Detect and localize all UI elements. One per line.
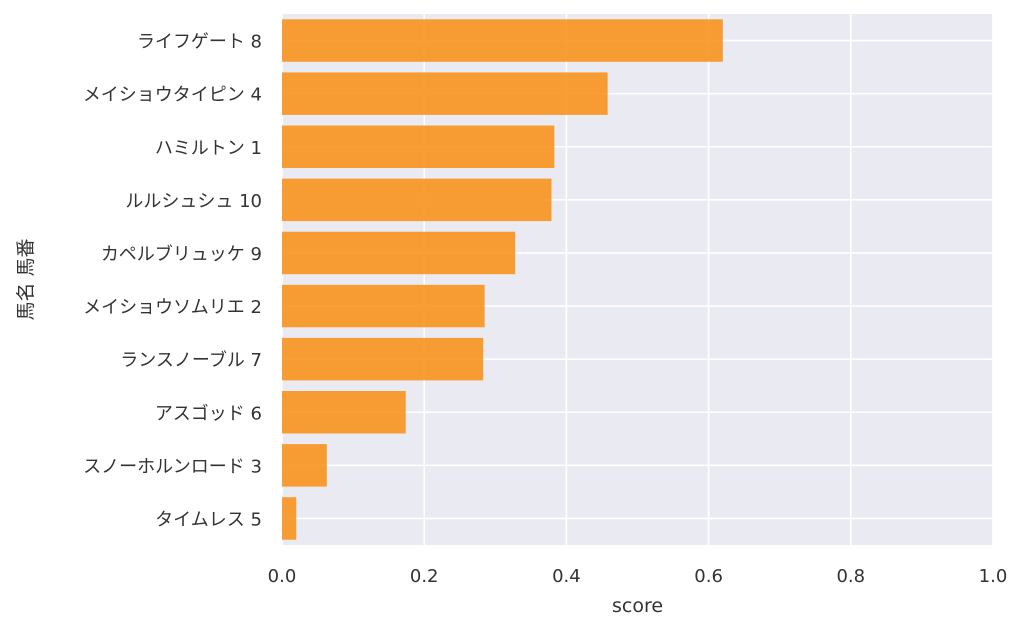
bar	[282, 72, 608, 115]
bars	[282, 19, 723, 540]
y-tick-label: ライフゲート 8	[137, 32, 262, 53]
x-tick-label: 0.0	[268, 566, 297, 587]
y-tick-label: スノーホルンロード 3	[83, 456, 262, 477]
y-tick-label: タイムレス 5	[155, 509, 262, 530]
y-axis-label: 馬名 馬番	[15, 238, 37, 320]
y-tick-label: ルルシュシュ 10	[125, 191, 262, 212]
y-tick-label: アスゴッド 6	[155, 403, 262, 424]
bar	[282, 284, 485, 328]
y-tick-label: メイショウソムリエ 2	[83, 297, 262, 318]
x-tick-label: 1.0	[979, 566, 1008, 587]
y-tick-label: メイショウタイピン 4	[83, 85, 262, 106]
bar	[282, 19, 723, 62]
x-tick-label: 0.6	[694, 566, 723, 587]
bar	[282, 497, 297, 540]
y-tick-labels: ライフゲート 8 メイショウタイピン 4 ハミルトン 1 ルルシュシュ 10 カペルブリ…	[83, 32, 262, 531]
y-tick-label: ハミルトン 1	[155, 138, 262, 159]
y-tick-label: カペルブリュッケ 9	[101, 243, 262, 265]
bar	[282, 178, 552, 222]
x-tick-label: 0.4	[552, 566, 581, 587]
x-tick-label: 0.8	[836, 566, 865, 587]
y-tick-label: ランスノーブル 7	[120, 349, 262, 371]
bar	[282, 444, 327, 487]
x-axis-label: score	[612, 595, 663, 617]
bar	[282, 337, 484, 381]
bar	[282, 391, 406, 434]
bar	[282, 125, 555, 168]
bar	[282, 231, 516, 275]
x-tick-labels: 0.0 0.2 0.4 0.6 0.8 1.0	[268, 566, 1008, 587]
x-tick-label: 0.2	[410, 566, 439, 587]
